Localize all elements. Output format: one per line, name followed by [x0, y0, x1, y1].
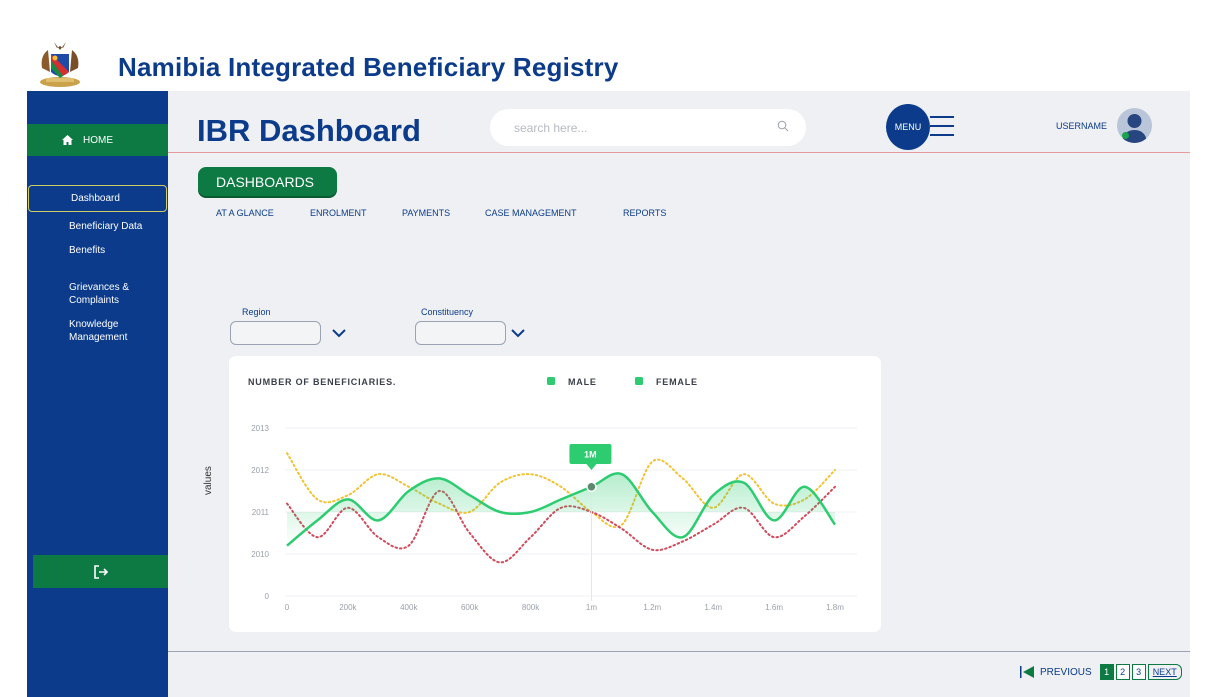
page-1-button[interactable]: 1 [1099, 664, 1114, 680]
sidebar-item-label: Knowledge Management [69, 319, 128, 343]
beneficiaries-line-chart: NUMBER OF BENEFICIARIES. MALE FEMALE 0 2010 2… [248, 377, 857, 612]
sidebar-item-grievances[interactable]: Grievances & Complaints [27, 268, 168, 307]
sidebar-item-knowledge-management[interactable]: Knowledge Management [27, 305, 168, 344]
home-label: HOME [83, 134, 113, 146]
x-tick-label: 1m [586, 603, 597, 612]
chart-title: NUMBER OF BENEFICIARIES. [248, 377, 396, 387]
series-line-dotted [286, 452, 836, 529]
x-tick-label: 0 [285, 603, 290, 612]
sidebar-item-label: Dashboard [71, 193, 120, 204]
constituency-label: Constituency [421, 307, 474, 317]
beneficiaries-chart-card: NUMBER OF BENEFICIARIES. MALE FEMALE 0 2010 2… [229, 356, 881, 632]
search-icon[interactable] [777, 120, 789, 132]
page-2-button[interactable]: 2 [1115, 664, 1130, 680]
y-tick-label: 0 [265, 592, 270, 601]
home-button[interactable]: HOME [27, 124, 168, 156]
footer-divider [168, 651, 1190, 652]
y-tick-label: 2012 [251, 466, 269, 475]
annotation-point [586, 481, 597, 493]
pagination: PREVIOUS 1 2 3 NEXT [1020, 663, 1182, 681]
series-line-solid [286, 472, 837, 547]
hamburger-icon[interactable] [930, 116, 956, 138]
main-content: IBR Dashboard MENU USERNAME DAS [168, 91, 1190, 697]
annotation-callout [569, 444, 612, 464]
region-select[interactable] [230, 321, 321, 345]
tab-case-management[interactable]: CASE MANAGEMENT [485, 208, 577, 218]
home-icon [62, 135, 73, 145]
legend-swatch [547, 377, 555, 385]
x-tick-label: 1.4m [704, 603, 722, 612]
sidebar-item-label: Grievances & Complaints [69, 282, 130, 306]
chevron-down-icon[interactable] [331, 328, 347, 338]
previous-button[interactable]: PREVIOUS [1040, 666, 1092, 678]
tab-payments[interactable]: PAYMENTS [402, 208, 451, 218]
top-header: Namibia Integrated Beneficiary Registry [0, 0, 1218, 91]
annotation-label: 1M [584, 450, 597, 460]
x-tick-label: 200k [339, 603, 357, 612]
tab-at-a-glance[interactable]: AT A GLANCE [216, 208, 274, 218]
online-status-dot [1122, 132, 1129, 139]
legend-label: FEMALE [656, 377, 698, 387]
app-title: Namibia Integrated Beneficiary Registry [118, 52, 619, 82]
sidebar-item-beneficiary-data[interactable]: Beneficiary Data [27, 220, 168, 233]
region-label: Region [242, 307, 271, 317]
previous-icon[interactable] [1020, 664, 1036, 680]
logout-button[interactable] [33, 555, 168, 588]
page-3-button[interactable]: 3 [1131, 664, 1146, 680]
annotation-callout-pointer [586, 464, 597, 470]
tab-reports[interactable]: REPORTS [623, 208, 667, 218]
search-input[interactable] [514, 119, 764, 137]
sidebar-item-label: Benefits [69, 245, 106, 256]
x-tick-label: 1.6m [765, 603, 783, 612]
next-button[interactable]: NEXT [1147, 664, 1182, 680]
menu-button[interactable]: MENU [886, 104, 930, 150]
logout-icon [93, 564, 108, 579]
chevron-down-icon[interactable] [510, 328, 526, 338]
constituency-select[interactable] [415, 321, 506, 345]
tab-enrolment[interactable]: ENROLMENT [310, 208, 367, 218]
main-topbar: IBR Dashboard MENU USERNAME [168, 91, 1190, 153]
page-title: IBR Dashboard [197, 113, 421, 148]
coat-of-arms-logo [40, 42, 80, 87]
series-area [287, 473, 835, 546]
sidebar-item-label: Beneficiary Data [69, 221, 143, 232]
y-tick-label: 2010 [251, 550, 269, 559]
legend-label: MALE [568, 377, 597, 387]
y-tick-label: 2011 [252, 508, 270, 517]
x-tick-label: 400k [400, 603, 418, 612]
dashboards-button[interactable]: DASHBOARDS [198, 167, 337, 196]
x-tick-label: 600k [461, 603, 479, 612]
x-tick-label: 1.2m [643, 603, 661, 612]
sidebar-item-dashboard[interactable]: Dashboard [28, 185, 167, 212]
x-tick-label: 1.8m [826, 603, 844, 612]
search-box [490, 109, 806, 146]
y-tick-label: 2013 [251, 424, 269, 433]
menu-label: MENU [894, 122, 922, 132]
sidebar-item-benefits[interactable]: Benefits [27, 244, 168, 257]
username-label: USERNAME [1056, 121, 1108, 131]
x-tick-label: 800k [522, 603, 540, 612]
sidebar: HOME Dashboard Beneficiary Data Benefits… [27, 91, 168, 697]
legend-swatch [635, 377, 643, 385]
y-axis-label: values [203, 466, 214, 495]
